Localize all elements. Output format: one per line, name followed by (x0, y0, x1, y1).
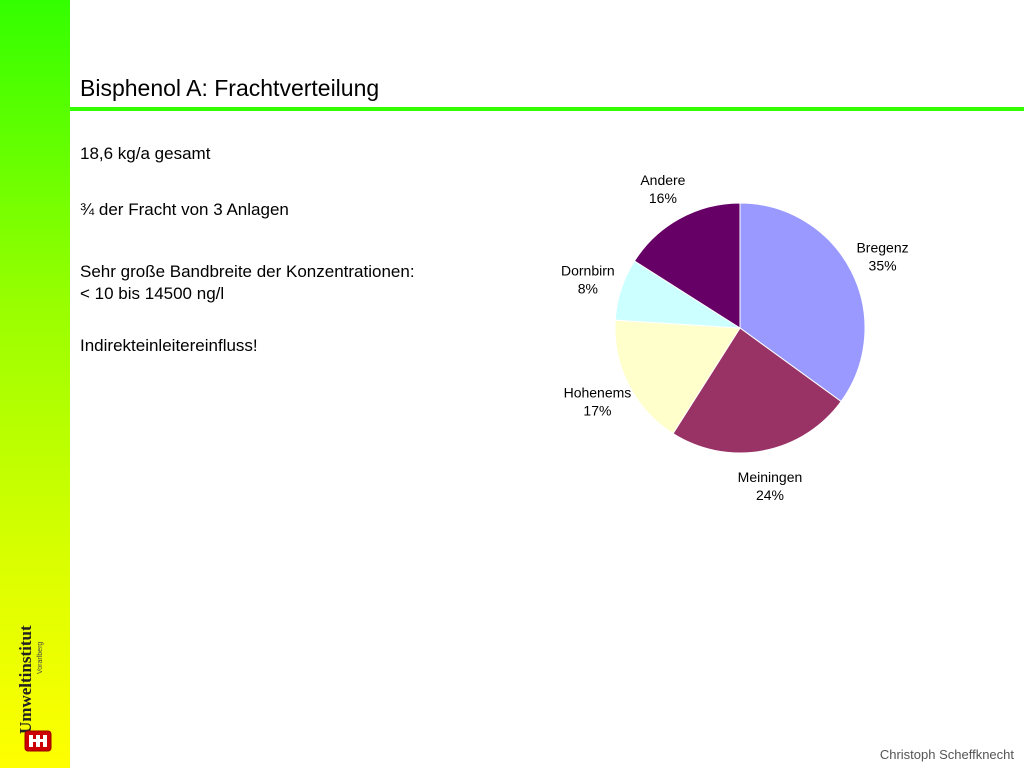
bullet-total-load: 18,6 kg/a gesamt (80, 144, 211, 163)
slice-percent-dornbirn: 8% (578, 281, 598, 297)
logo-text-block: Umweltinstitut Vorarlberg (16, 598, 58, 734)
slice-percent-hohenems: 17% (583, 403, 611, 419)
slide-title: Bisphenol A: Frachtverteilung (80, 75, 380, 101)
slice-label-bregenz: Bregenz (856, 239, 908, 255)
slice-label-meiningen: Meiningen (738, 469, 803, 485)
slice-percent-meiningen: 24% (756, 487, 784, 503)
sidebar-gradient-bar: Umweltinstitut Vorarlberg (0, 0, 70, 768)
logo-main-text: Umweltinstitut (16, 625, 35, 734)
pie-slice-andere (633, 202, 741, 329)
pie-slice-bregenz (739, 202, 866, 403)
slice-label-hohenems: Hohenems (564, 385, 632, 401)
footer-author: Christoph Scheffknecht (879, 747, 1014, 762)
umweltinstitut-logo: Umweltinstitut Vorarlberg (16, 622, 58, 758)
bullet-three-plants: ¾ der Fracht von 3 Anlagen (80, 200, 289, 219)
pie-chart: Bregenz 35% Meiningen 24% Hohenems 17% Dornbir… (561, 172, 909, 503)
bullet-indirect-discharge: Indirekteinleitereinfluss! (80, 336, 258, 355)
bullet-concentration-range: Sehr große Bandbreite der Konzentratione… (80, 261, 415, 305)
pie-slice-meiningen (672, 327, 842, 454)
slice-label-dornbirn: Dornbirn (561, 263, 615, 279)
bullet-range-line-2: < 10 bis 14500 ng/l (80, 284, 225, 303)
slice-label-andere: Andere (640, 172, 685, 188)
pie-slice-hohenems (614, 319, 741, 435)
title-underline (70, 107, 1024, 111)
slice-percent-bregenz: 35% (869, 257, 897, 273)
slice-percent-andere: 16% (649, 190, 677, 206)
bullet-range-line-1: Sehr große Bandbreite der Konzentratione… (80, 262, 415, 281)
logo-sub-text: Vorarlberg (37, 641, 44, 674)
logo-emblem-icon (24, 730, 52, 752)
